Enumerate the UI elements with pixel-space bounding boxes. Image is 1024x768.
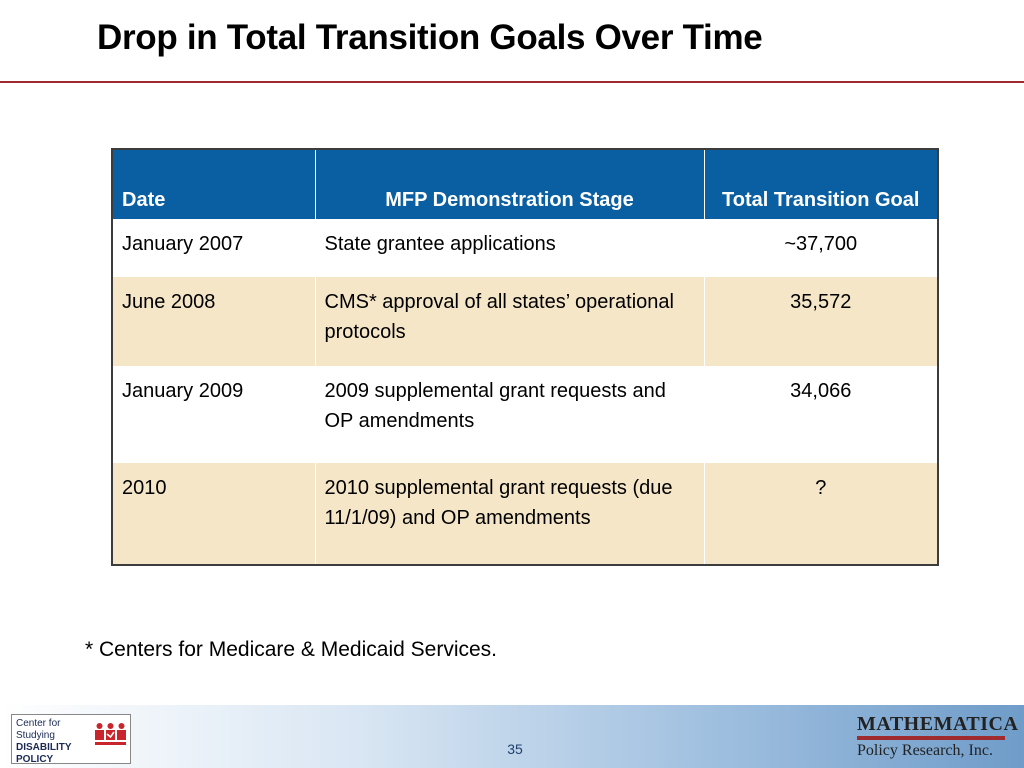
data-table: Date MFP Demonstration Stage Total Trans… (113, 150, 937, 564)
cell-goal: ? (703, 463, 937, 564)
table-row: January 2009 2009 supplemental grant req… (113, 366, 937, 463)
header-goal: Total Transition Goal (703, 150, 937, 219)
page-number: 35 (507, 741, 523, 757)
table-row: 2010 2010 supplemental grant requests (d… (113, 463, 937, 564)
mathematica-rule (857, 736, 1005, 740)
csdp-line3: DISABILITY POLICY (16, 742, 72, 765)
table-row: January 2007 State grantee applications … (113, 219, 937, 277)
footnote: * Centers for Medicare & Medicaid Servic… (85, 638, 497, 661)
cell-date: June 2008 (113, 277, 315, 366)
cell-stage: CMS* approval of all states’ operational… (314, 277, 704, 366)
cell-goal: ~37,700 (703, 219, 937, 277)
csdp-line1: Center for (16, 718, 61, 729)
csdp-logo-text: Center for Studying DISABILITY POLICY (16, 718, 92, 766)
mathematica-logo: MATHEMATICA Policy Research, Inc. (857, 713, 1019, 761)
table-row: June 2008 CMS* approval of all states’ o… (113, 277, 937, 366)
mathematica-name: MATHEMATICA (857, 713, 1019, 735)
mathematica-subtitle: Policy Research, Inc. (857, 742, 993, 759)
cell-stage: 2010 supplemental grant requests (due 11… (314, 463, 704, 564)
csdp-line2: Studying (16, 730, 55, 741)
table-header-row: Date MFP Demonstration Stage Total Trans… (113, 150, 937, 219)
header-date: Date (113, 150, 315, 219)
cell-date: January 2007 (113, 219, 315, 277)
cell-stage: 2009 supplemental grant requests and OP … (314, 366, 704, 463)
footer-band (0, 705, 1024, 768)
cell-goal: 34,066 (703, 366, 937, 463)
cell-date: January 2009 (113, 366, 315, 463)
transition-goals-table: Date MFP Demonstration Stage Total Trans… (111, 148, 939, 566)
cell-stage: State grantee applications (314, 219, 704, 277)
csdp-logo: Center for Studying DISABILITY POLICY (11, 714, 131, 766)
csdp-figures-icon (95, 723, 126, 745)
slide-title: Drop in Total Transition Goals Over Time (97, 18, 763, 57)
title-divider (0, 81, 1024, 83)
cell-goal: 35,572 (703, 277, 937, 366)
header-stage: MFP Demonstration Stage (314, 150, 704, 219)
cell-date: 2010 (113, 463, 315, 564)
